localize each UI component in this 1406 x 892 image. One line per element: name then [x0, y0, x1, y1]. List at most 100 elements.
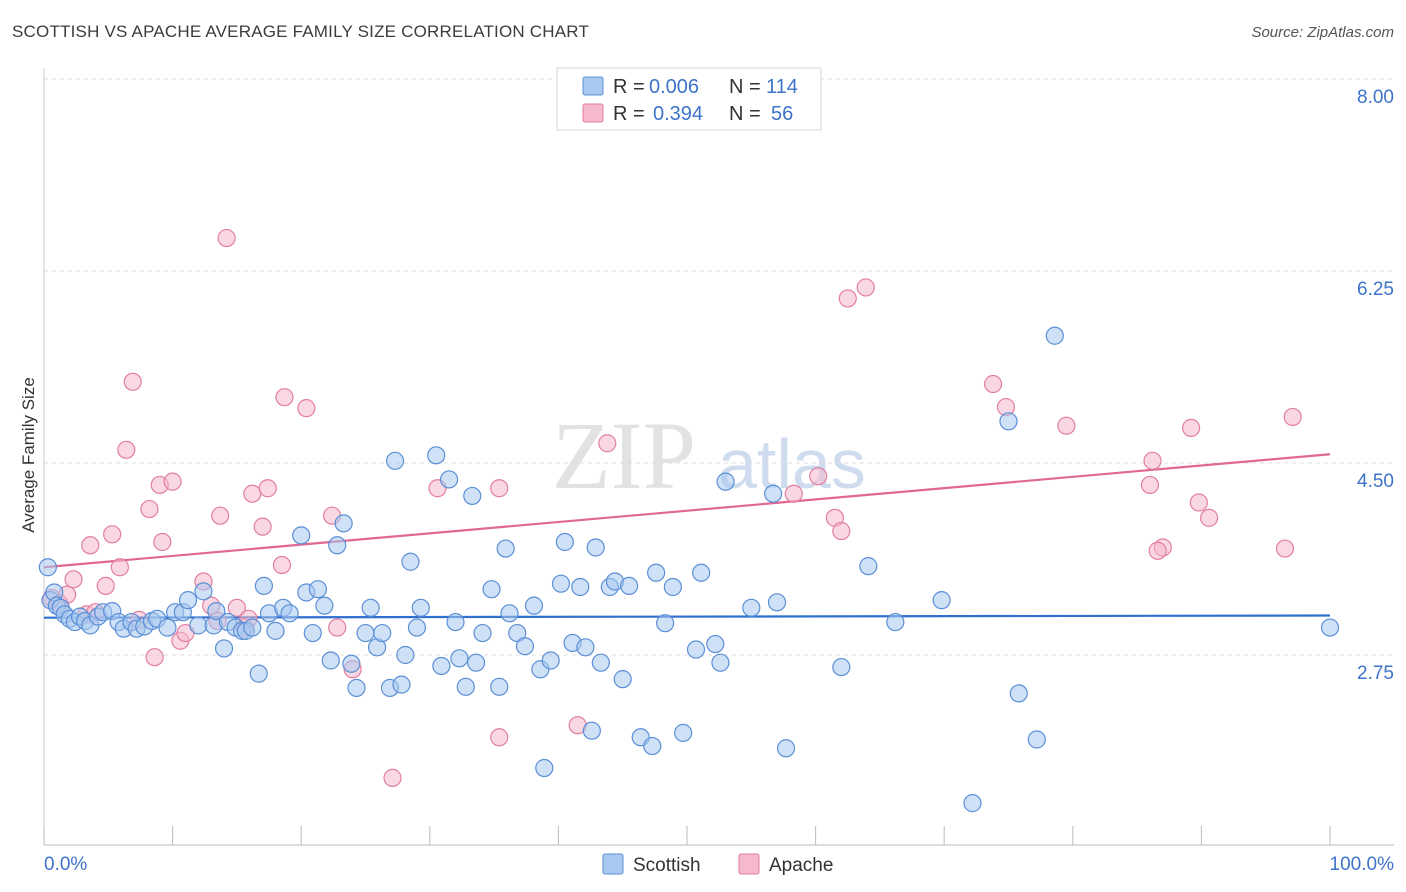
- point-scottish: [582, 721, 601, 740]
- point-scottish: [500, 604, 519, 623]
- point-apache: [809, 467, 828, 486]
- point-scottish: [571, 577, 590, 597]
- point-apache: [272, 555, 292, 575]
- point-apache: [64, 570, 83, 589]
- point-scottish: [266, 621, 285, 640]
- point-scottish: [450, 649, 469, 668]
- y-axis-title: Average Family Size: [19, 377, 38, 533]
- point-scottish: [999, 412, 1018, 431]
- chart-source: Source: ZipAtlas.com: [1251, 24, 1394, 41]
- point-scottish: [334, 514, 353, 533]
- point-scottish: [932, 591, 951, 610]
- legend-swatch-scottish: [582, 76, 604, 96]
- point-apache: [211, 506, 230, 525]
- point-scottish: [643, 736, 662, 756]
- point-scottish: [716, 472, 735, 491]
- y-tick-label: 6.25: [1357, 279, 1394, 300]
- point-scottish: [328, 536, 347, 555]
- x-tick-label-max: 100.0%: [1330, 854, 1395, 875]
- point-apache: [1143, 451, 1162, 470]
- point-apache: [81, 536, 100, 555]
- y-tick-label: 8.00: [1357, 87, 1394, 108]
- point-apache: [110, 558, 129, 577]
- point-scottish: [541, 651, 560, 670]
- point-scottish: [706, 634, 725, 654]
- point-apache: [490, 728, 509, 747]
- y-tick-labels: 8.00 6.25 4.50 2.75: [1357, 87, 1394, 684]
- point-scottish: [38, 558, 57, 577]
- y-tick-label: 4.50: [1357, 471, 1394, 492]
- point-scottish: [776, 739, 796, 758]
- point-scottish: [347, 678, 366, 698]
- point-apache: [258, 479, 277, 498]
- point-scottish: [463, 486, 482, 506]
- point-apache: [145, 648, 164, 667]
- grid-lines: [44, 78, 1394, 656]
- point-scottish: [292, 526, 311, 545]
- point-scottish: [249, 664, 268, 683]
- point-scottish: [663, 577, 682, 597]
- point-scottish: [647, 563, 666, 582]
- point-scottish: [963, 794, 982, 813]
- point-scottish: [1027, 730, 1046, 749]
- point-scottish: [1320, 618, 1340, 637]
- point-scottish: [303, 623, 322, 643]
- point-scottish: [490, 677, 509, 696]
- point-scottish: [178, 591, 198, 610]
- trend-lines: [43, 453, 1331, 619]
- watermark-zip: ZIP: [552, 402, 696, 509]
- point-scottish: [396, 645, 415, 665]
- point-scottish: [356, 623, 375, 643]
- point-apache: [1057, 416, 1076, 435]
- point-scottish: [427, 446, 446, 465]
- point-apache: [243, 484, 262, 503]
- series-legend-swatch-apache: [738, 853, 760, 875]
- point-apache: [784, 484, 803, 503]
- point-scottish: [243, 618, 262, 637]
- point-scottish: [280, 604, 299, 623]
- point-scottish: [158, 618, 177, 637]
- point-scottish: [194, 582, 213, 601]
- point-apache: [163, 472, 182, 491]
- series-legend-label-scottish: Scottish: [633, 855, 701, 876]
- point-scottish: [586, 538, 605, 557]
- point-scottish: [411, 598, 430, 617]
- point-scottish: [392, 675, 411, 694]
- point-apache: [297, 399, 316, 418]
- trend-line-apache: [43, 453, 1331, 569]
- point-scottish: [535, 758, 554, 778]
- point-apache: [103, 525, 122, 544]
- point-scottish: [686, 640, 706, 659]
- point-scottish: [189, 616, 208, 635]
- y-tick-label: 2.75: [1357, 663, 1394, 684]
- point-apache: [838, 289, 857, 308]
- axes: [43, 68, 1394, 846]
- point-scottish: [711, 653, 730, 672]
- chart-title: SCOTTISH VS APACHE AVERAGE FAMILY SIZE C…: [12, 22, 590, 41]
- point-apache: [1275, 539, 1295, 558]
- legend-n-label-apache: N =: [729, 103, 761, 125]
- point-apache: [983, 374, 1003, 394]
- point-scottish: [656, 614, 675, 633]
- point-scottish: [446, 612, 465, 632]
- series-legend-label-apache: Apache: [769, 855, 833, 876]
- point-scottish: [473, 623, 492, 643]
- point-scottish: [524, 596, 544, 615]
- point-scottish: [1009, 684, 1028, 703]
- point-scottish: [308, 580, 328, 599]
- point-apache: [490, 479, 509, 498]
- point-scottish: [692, 563, 711, 582]
- point-scottish: [342, 654, 361, 673]
- point-apache: [1182, 418, 1201, 437]
- legend-r-label-apache: R =: [613, 103, 645, 125]
- point-apache: [253, 517, 272, 536]
- point-apache: [1148, 541, 1167, 560]
- point-scottish: [742, 598, 761, 617]
- series-legend-swatch-scottish: [602, 853, 624, 875]
- point-apache: [1189, 493, 1208, 512]
- point-scottish: [254, 576, 274, 595]
- point-apache: [153, 532, 172, 552]
- point-apache: [383, 768, 402, 787]
- trend-line-scottish: [43, 614, 1331, 619]
